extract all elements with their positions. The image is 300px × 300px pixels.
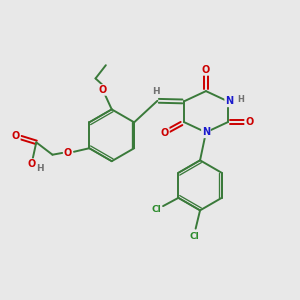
Text: O: O: [160, 128, 169, 138]
Text: H: H: [237, 94, 244, 103]
Text: O: O: [202, 65, 210, 75]
Text: H: H: [152, 87, 160, 96]
Text: O: O: [245, 117, 254, 127]
Text: N: N: [225, 96, 233, 106]
Text: O: O: [11, 131, 20, 141]
Text: O: O: [28, 159, 36, 169]
Text: H: H: [36, 164, 44, 173]
Text: O: O: [64, 148, 72, 158]
Text: O: O: [99, 85, 107, 95]
Text: N: N: [202, 127, 210, 137]
Text: Cl: Cl: [190, 232, 200, 241]
Text: Cl: Cl: [152, 205, 161, 214]
